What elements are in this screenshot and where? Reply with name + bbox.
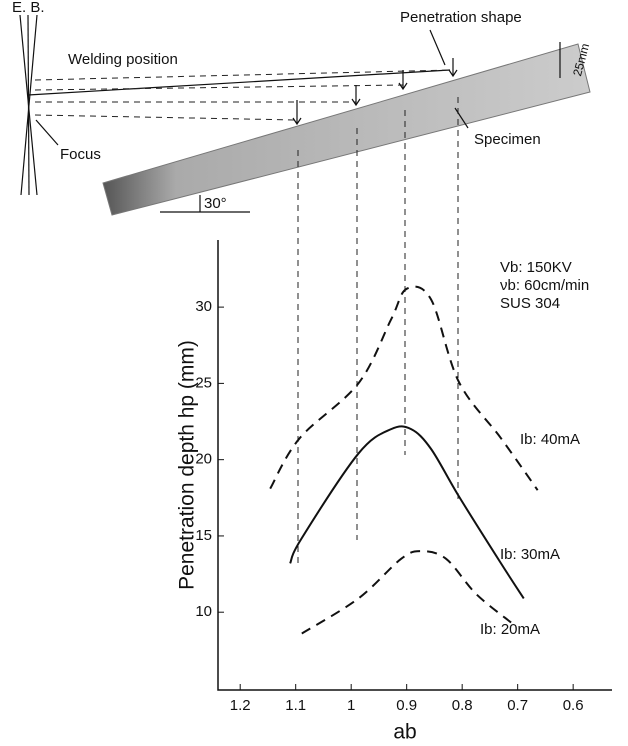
- series-line: [269, 285, 539, 491]
- angle-label: 30°: [204, 195, 227, 212]
- series-label: Ib: 40mA: [520, 431, 580, 448]
- y-axis-label: Penetration depth hp (mm): [176, 340, 199, 590]
- welding-position-label: Welding position: [68, 51, 178, 68]
- welding-lines: [34, 69, 459, 568]
- annotation: Vb: 150KV: [500, 259, 572, 276]
- series-label: Ib: 30mA: [500, 546, 560, 563]
- y-tick-label: 25: [195, 374, 212, 391]
- beam: [19, 14, 451, 196]
- y-tick-label: 15: [195, 527, 212, 544]
- annotation: νb: 60cm/min: [500, 277, 589, 294]
- x-axis-label: ab: [393, 721, 416, 744]
- x-tick-label: 0.6: [563, 697, 584, 714]
- y-tick-label: 10: [195, 603, 212, 620]
- position-arrows: [35, 29, 561, 213]
- specimen-label: Specimen: [474, 131, 541, 148]
- series-label: Ib: 20mA: [480, 621, 540, 638]
- penetration-shape-label: Penetration shape: [400, 9, 522, 26]
- series-line: [289, 425, 525, 600]
- x-tick-label: 1.1: [285, 697, 306, 714]
- x-tick-label: 0.8: [452, 697, 473, 714]
- annotation: SUS 304: [500, 295, 560, 312]
- specimen: [102, 43, 591, 216]
- x-tick-label: 1.2: [230, 697, 251, 714]
- y-tick-label: 30: [195, 298, 212, 315]
- focus-label: Focus: [60, 146, 101, 163]
- beam-label: E. B.: [12, 0, 45, 16]
- x-tick-label: 1: [347, 697, 355, 714]
- x-tick-label: 0.9: [396, 697, 417, 714]
- axes: [217, 240, 612, 691]
- x-tick-label: 0.7: [507, 697, 528, 714]
- y-tick-label: 20: [195, 451, 212, 468]
